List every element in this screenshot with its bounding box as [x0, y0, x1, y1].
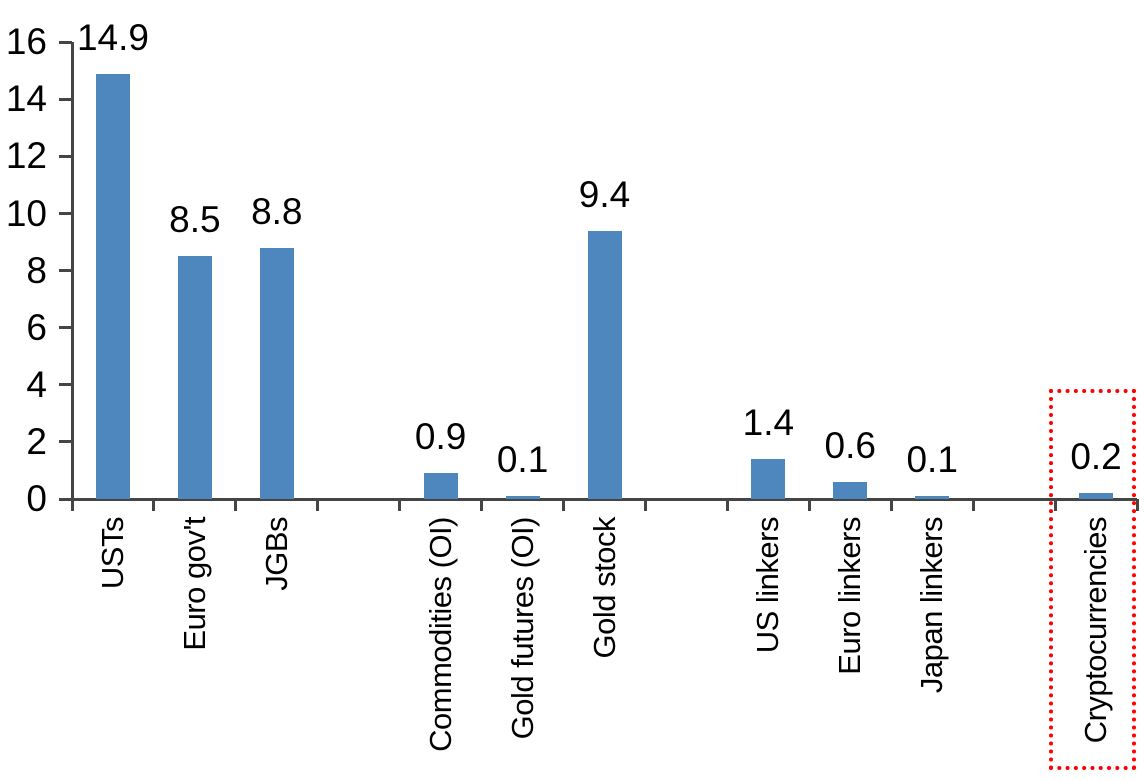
x-axis-tick — [643, 499, 647, 511]
y-axis-tick-label: 14 — [5, 78, 47, 120]
y-axis-tick — [59, 497, 72, 501]
x-axis-tick — [807, 499, 811, 511]
x-axis-tick — [316, 499, 320, 511]
category-label-us-linkers: US linkers — [750, 517, 786, 654]
bar-value-label-gold-stock: 9.4 — [578, 173, 631, 215]
category-label-gold-stock: Gold stock — [586, 517, 622, 659]
bar-japan-linkers — [915, 496, 950, 499]
y-axis-tick-label: 4 — [26, 363, 47, 405]
x-axis-tick — [889, 499, 893, 511]
category-label-japan-linkers: Japan linkers — [914, 517, 950, 694]
y-axis-line — [70, 42, 74, 501]
category-label-euro-linkers: Euro linkers — [832, 517, 868, 675]
x-axis-tick — [725, 499, 729, 511]
bar-gold-futures-oi — [505, 496, 540, 499]
category-label-jgbs: JGBs — [258, 517, 294, 591]
x-axis-tick — [480, 499, 484, 511]
y-axis-tick — [59, 440, 72, 444]
bar-value-label-us-linkers: 1.4 — [742, 402, 795, 444]
x-axis-tick — [152, 499, 156, 511]
x-axis-tick — [234, 499, 238, 511]
y-axis-tick-label: 0 — [26, 478, 47, 519]
y-axis-tick-label: 2 — [26, 420, 47, 462]
x-axis-tick — [562, 499, 566, 511]
bar-gold-stock — [587, 230, 622, 499]
category-label-commodities-oi: Commodities (OI) — [422, 517, 458, 752]
x-axis-tick — [1053, 499, 1057, 511]
y-axis-tick — [59, 154, 72, 158]
category-label-gold-futures-oi: Gold futures (OI) — [504, 517, 540, 740]
bar-euro-linkers — [833, 481, 868, 499]
bar-usts — [95, 73, 130, 499]
bar-commodities-oi — [423, 473, 458, 499]
bar-value-label-cryptocurrencies: 0.2 — [1070, 436, 1122, 478]
bar-value-label-usts: 14.9 — [76, 16, 149, 58]
x-axis-tick — [1135, 499, 1139, 511]
category-label-usts: USTs — [94, 517, 130, 590]
bar-value-label-euro-gov-t: 8.5 — [169, 199, 221, 241]
bar-value-label-euro-linkers: 0.6 — [824, 424, 876, 466]
y-axis-tick — [59, 269, 72, 273]
y-axis-tick — [59, 97, 72, 101]
y-axis-tick-label: 12 — [5, 135, 47, 177]
category-label-euro-gov-t: Euro gov't — [176, 517, 212, 651]
y-axis-tick — [59, 326, 72, 330]
bar-jgbs — [259, 247, 294, 499]
highlight-box — [1048, 389, 1136, 770]
bar-euro-gov-t — [177, 256, 212, 499]
y-axis-tick-label: 6 — [26, 306, 47, 348]
x-axis-tick — [971, 499, 975, 511]
y-axis-tick-label: 16 — [5, 21, 47, 63]
y-axis-tick-label: 8 — [26, 249, 47, 291]
bar-value-label-commodities-oi: 0.9 — [414, 416, 467, 458]
bar-cryptocurrencies — [1079, 493, 1114, 499]
bar-us-linkers — [751, 459, 786, 499]
y-axis-tick — [59, 212, 72, 215]
y-axis-tick — [59, 383, 72, 387]
y-axis-tick-label: 10 — [5, 192, 47, 234]
x-axis-tick — [398, 499, 402, 511]
bar-value-label-gold-futures-oi: 0.1 — [496, 439, 549, 481]
bar-value-label-jgbs: 8.8 — [251, 190, 303, 232]
x-axis-tick — [70, 499, 74, 511]
y-axis-tick — [59, 40, 72, 44]
x-axis-line — [59, 497, 1137, 501]
bar-value-label-japan-linkers: 0.1 — [906, 439, 958, 481]
